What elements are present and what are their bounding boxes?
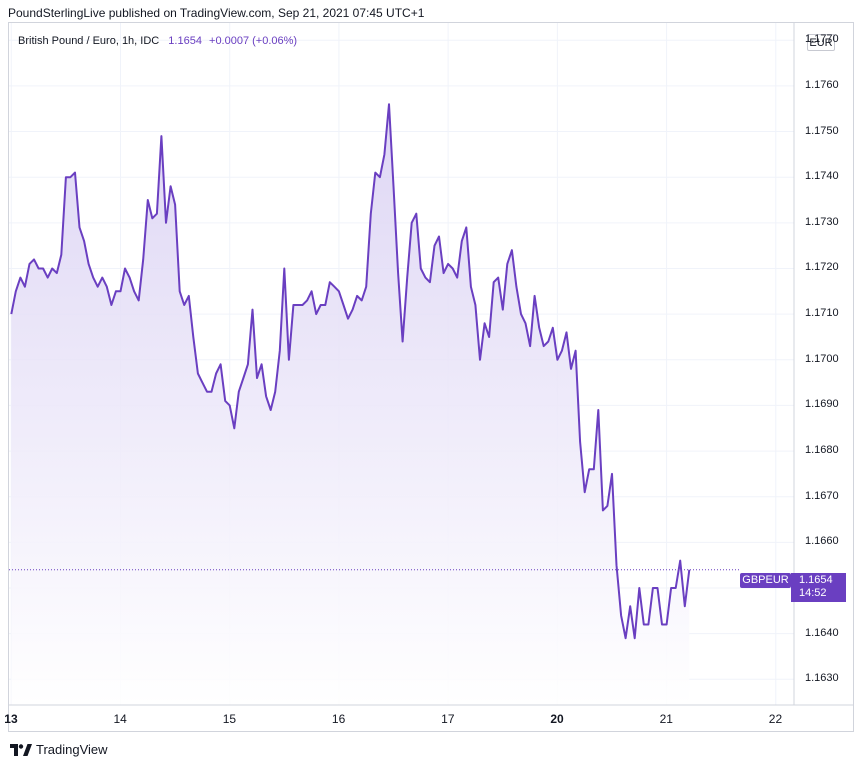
symbol-badge: GBPEUR [740,573,791,588]
price-tick-label: 1.1720 [805,261,839,274]
time-tick-label: 20 [550,712,564,726]
price-line [10,103,691,640]
time-tick-label: 15 [222,712,237,726]
chart-legend: British Pound / Euro, 1h, IDC 1.1654 +0.… [18,35,297,47]
price-tick-label: 1.1670 [805,489,839,502]
tradingview-logo-icon [10,743,32,756]
price-tick-label: 1.1770 [805,33,839,46]
footer-brand[interactable]: TradingView [10,742,108,757]
time-tick-label: 16 [331,712,346,726]
time-tick-label: 17 [441,712,455,726]
last-price-value: 1.1654 [799,574,833,586]
price-tick-label: 1.1680 [805,444,839,457]
price-tick-label: 1.1690 [805,398,839,411]
footer-brand-label: TradingView [36,742,108,757]
price-tick-label: 1.1730 [805,215,839,228]
time-tick-label: 14 [113,712,127,726]
chart-frame [8,22,854,732]
bar-countdown: 14:52 [799,587,827,599]
last-price-badge: 1.1654 14:52 [791,573,846,602]
time-tick-label: 13 [4,712,18,726]
price-tick-label: 1.1740 [805,170,839,183]
price-tick-label: 1.1750 [805,124,839,137]
time-tick-label: 22 [768,712,783,726]
legend-symbol: British Pound / Euro, 1h, IDC [18,35,160,47]
price-area-fill [11,104,690,705]
price-tick-label: 1.1760 [805,78,839,91]
publish-line: PoundSterlingLive published on TradingVi… [8,6,425,20]
price-tick-label: 1.1630 [805,672,839,685]
legend-last-value: 1.1654 [168,35,202,47]
price-tick-label: 1.1660 [805,535,839,548]
price-tick-label: 1.1710 [805,307,839,320]
legend-change: +0.0007 (+0.06%) [209,35,298,47]
currency-button[interactable]: EUR [807,34,835,51]
price-tick-label: 1.1700 [805,352,839,365]
price-tick-label: 1.1640 [805,626,839,639]
time-tick-label: 21 [659,712,673,726]
